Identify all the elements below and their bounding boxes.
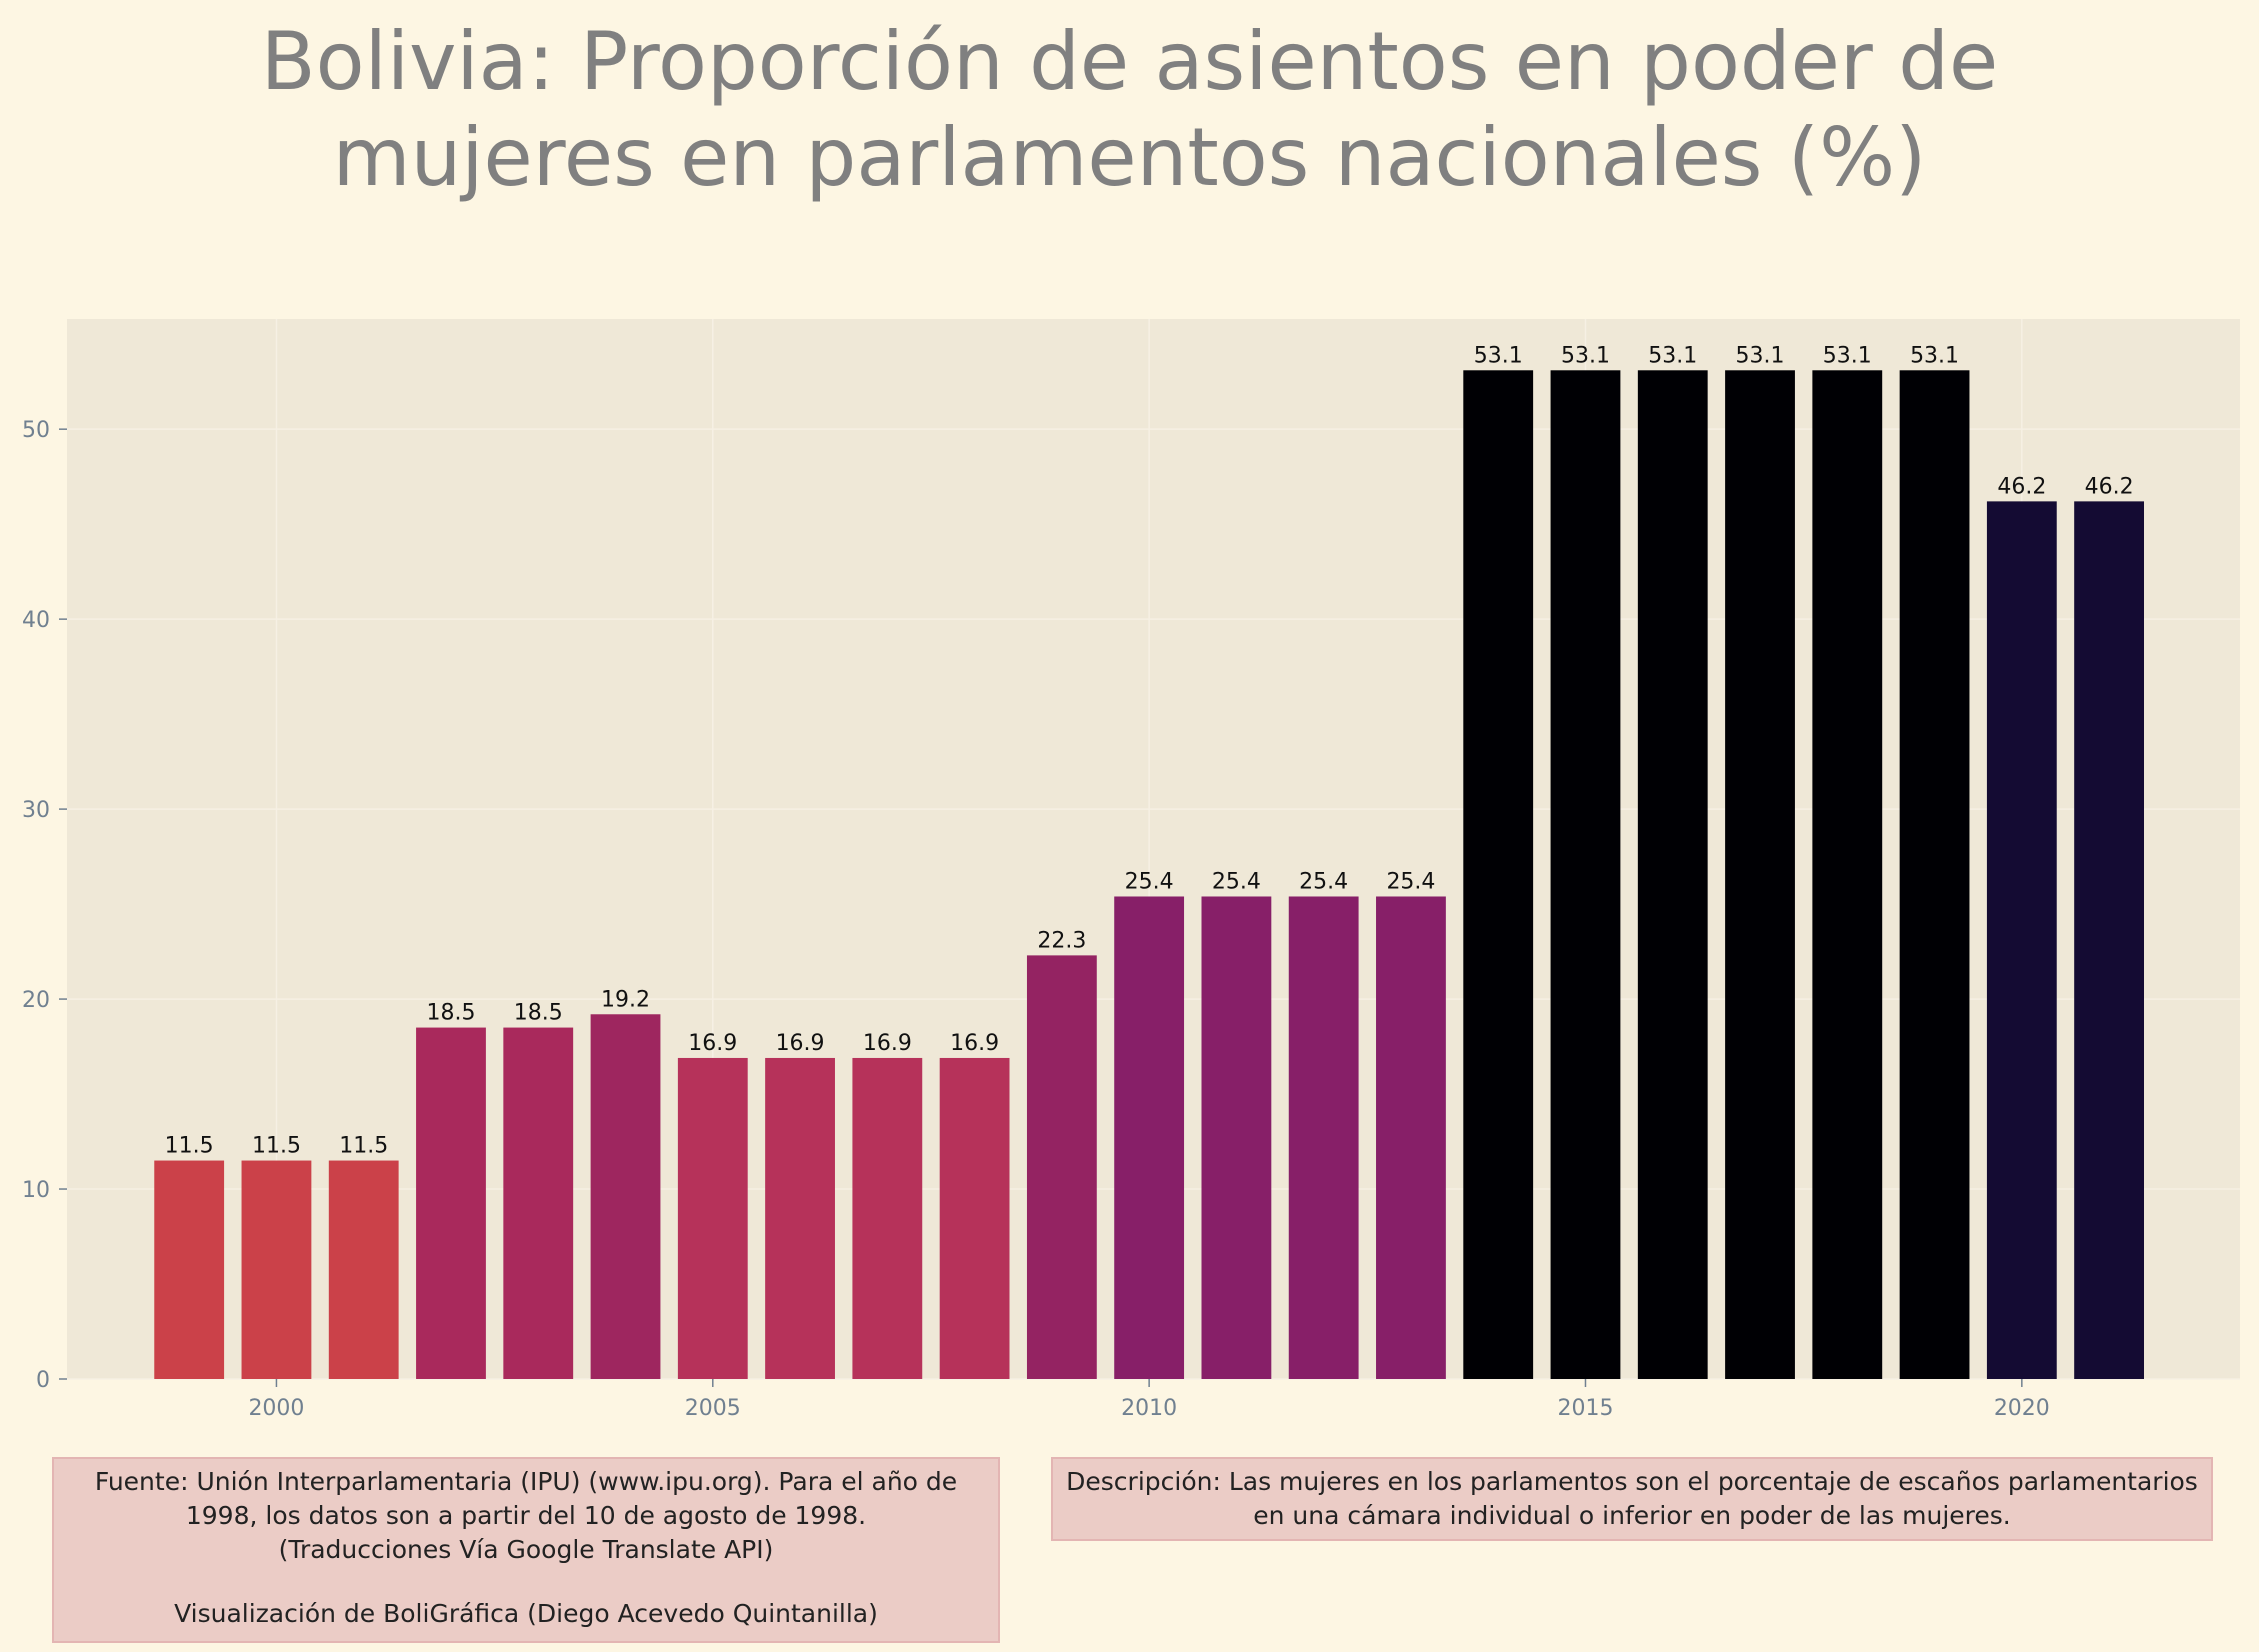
y-tick-label: 30 [22,798,50,823]
bar [241,1160,312,1379]
data-label: 25.4 [1125,869,1174,894]
bar [765,1057,835,1379]
bar [1986,501,2057,1379]
data-label: 11.5 [252,1134,301,1159]
chart-title-line-2: mujeres en parlamentos nacionales (%) [332,111,1927,204]
data-label: 22.3 [1037,928,1086,953]
y-tick-label: 20 [22,988,50,1013]
y-tick-label: 40 [22,608,50,633]
data-label: 18.5 [426,1001,475,1026]
bar [1899,370,1970,1380]
description-note: Descripción: Las mujeres en los parlamen… [1051,1457,2213,1541]
bar [1812,370,1883,1380]
data-label: 53.1 [1561,343,1610,368]
data-label: 25.4 [1212,869,1261,894]
bar [1550,370,1621,1380]
bar [1463,370,1534,1380]
data-label: 46.2 [1997,474,2046,499]
bar [852,1057,923,1379]
bar [677,1057,748,1379]
x-tick-label: 2000 [248,1396,304,1421]
y-tick-label: 10 [22,1178,50,1203]
data-label: 16.9 [863,1031,912,1056]
bar [1288,896,1359,1379]
y-tick-label: 50 [22,418,50,443]
bar [416,1027,486,1379]
bar [328,1160,399,1379]
data-label: 25.4 [1299,869,1348,894]
data-label: 19.2 [601,987,650,1012]
bar [590,1014,661,1379]
data-label: 46.2 [2085,474,2134,499]
data-label: 53.1 [1474,343,1523,368]
bars [154,370,2145,1380]
x-tick-label: 2015 [1557,1396,1613,1421]
data-label: 53.1 [1736,343,1785,368]
data-label: 53.1 [1910,343,1959,368]
x-axis: 2000 2005 2010 2015 2020 [248,1379,2050,1421]
data-label: 25.4 [1386,869,1435,894]
bar [1114,896,1185,1379]
data-label: 18.5 [514,1001,563,1026]
x-tick-label: 2005 [685,1396,741,1421]
bar [503,1027,574,1379]
source-line-2: 1998, los datos son a partir del 10 de a… [185,1501,867,1530]
data-labels: 11.5 11.5 11.5 18.5 18.5 19.2 16.9 16.9 16.9 16.9… [165,343,2134,1158]
bar [2074,501,2145,1379]
x-tick-label: 2010 [1121,1396,1177,1421]
description-line-2: en una cámara individual o inferior en p… [1253,1501,2011,1530]
data-label: 53.1 [1648,343,1697,368]
y-axis: 0 10 20 30 40 50 [22,418,67,1393]
data-label: 11.5 [165,1134,214,1159]
bar [1637,370,1708,1380]
y-tick-label: 0 [36,1368,50,1393]
bar-chart: 11.5 11.5 11.5 18.5 18.5 19.2 16.9 16.9 16.9 16.9… [22,319,2240,1421]
bar [1201,896,1272,1379]
data-label: 11.5 [339,1134,388,1159]
bar [939,1057,1010,1379]
bar [1376,896,1446,1379]
data-label: 16.9 [776,1031,825,1056]
source-note: Fuente: Unión Interparlamentaria (IPU) (… [52,1457,1000,1643]
description-line-1: Descripción: Las mujeres en los parlamen… [1066,1467,2198,1496]
bar [154,1160,225,1379]
bar [1026,955,1097,1379]
x-tick-label: 2020 [1994,1396,2050,1421]
data-label: 53.1 [1823,343,1872,368]
chart-title: Bolivia: Proporción de asientos en poder… [0,14,2259,206]
data-label: 16.9 [950,1031,999,1056]
data-label: 16.9 [688,1031,737,1056]
bar [1725,370,1795,1380]
source-line-3: (Traducciones Vía Google Translate API) [278,1535,774,1564]
chart-title-line-1: Bolivia: Proporción de asientos en poder… [260,15,1999,108]
credit-line: Visualización de BoliGráfica (Diego Acev… [174,1599,878,1628]
source-line-1: Fuente: Unión Interparlamentaria (IPU) (… [94,1467,958,1496]
